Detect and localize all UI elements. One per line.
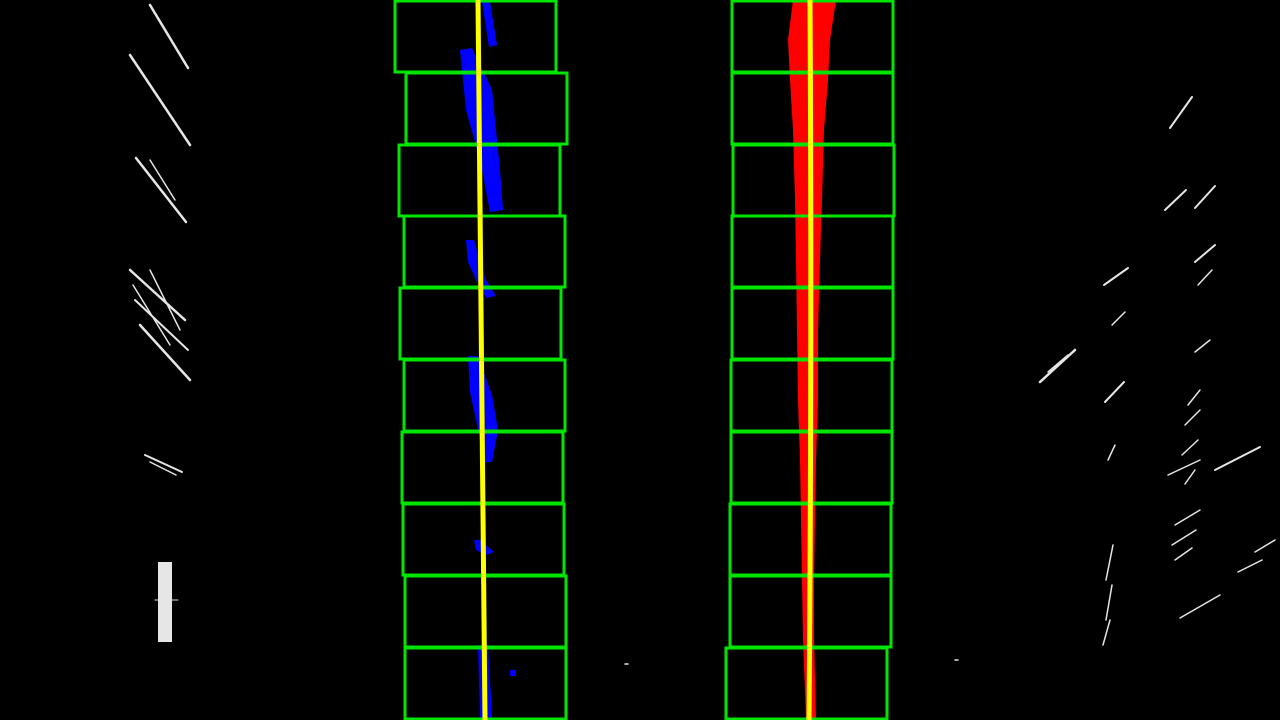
right-fit-line xyxy=(806,0,814,720)
left-fit-line xyxy=(475,0,488,720)
noise-strokes xyxy=(128,3,1276,665)
right-window-10 xyxy=(724,646,889,720)
fit-lines xyxy=(475,0,814,720)
